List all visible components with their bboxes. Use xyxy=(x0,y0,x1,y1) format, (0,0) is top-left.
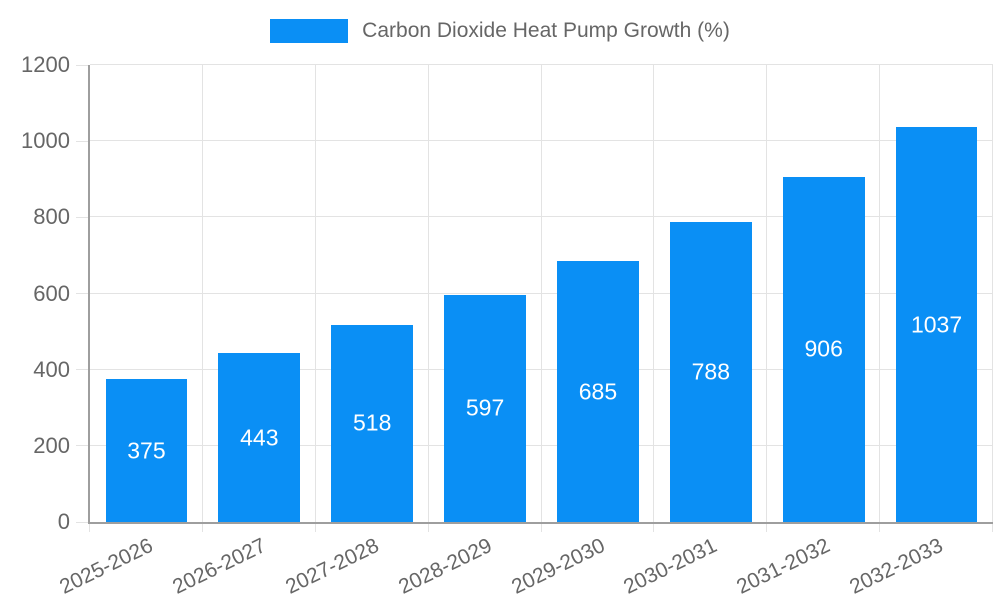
y-axis-tick xyxy=(76,140,88,142)
y-axis-label: 1200 xyxy=(21,52,70,77)
y-axis-tick xyxy=(76,369,88,371)
x-axis-label: 2032-2033 xyxy=(846,534,947,599)
y-axis-label: 800 xyxy=(33,204,70,230)
x-gridline xyxy=(201,65,203,522)
bar: 597 xyxy=(444,294,526,522)
x-axis-tick xyxy=(314,524,316,532)
bar: 685 xyxy=(557,261,639,522)
x-gridline xyxy=(427,65,429,522)
bar-value-label: 685 xyxy=(578,378,618,405)
y-gridline xyxy=(90,216,993,218)
y-axis-label: 400 xyxy=(33,356,70,382)
y-axis-tick xyxy=(76,445,88,447)
y-axis-tick xyxy=(76,293,88,294)
y-axis-label: 200 xyxy=(33,432,70,458)
y-axis-tick xyxy=(76,216,88,218)
x-axis-label: 2027-2028 xyxy=(281,534,383,599)
x-gridline xyxy=(992,65,993,522)
x-gridline xyxy=(879,65,881,522)
bar: 1037 xyxy=(895,127,978,522)
x-gridline xyxy=(540,65,542,522)
bar-value-label: 375 xyxy=(127,437,166,464)
x-axis-tick xyxy=(89,524,90,532)
y-axis-label: 0 xyxy=(57,509,70,534)
x-axis-tick xyxy=(201,524,203,532)
bar: 518 xyxy=(331,324,414,522)
y-axis-tick xyxy=(76,521,88,523)
y-axis-label: 600 xyxy=(33,280,70,306)
y-gridline xyxy=(90,140,993,142)
bar-value-label: 518 xyxy=(352,409,392,436)
plot-area: 0 200 400 600 800 1000 1200 375 2025-2026 443 2026… xyxy=(21,52,993,599)
x-gridline xyxy=(314,65,316,522)
x-axis-tick xyxy=(879,524,881,532)
legend-label: Carbon Dioxide Heat Pump Growth (%) xyxy=(362,19,730,42)
x-axis-label: 2028-2029 xyxy=(394,534,496,599)
x-axis-label: 2026-2027 xyxy=(169,534,270,599)
bar: 443 xyxy=(218,353,301,522)
x-axis-tick xyxy=(427,524,429,532)
legend-item[interactable]: Carbon Dioxide Heat Pump Growth (%) xyxy=(0,16,1000,46)
bar-value-label: 597 xyxy=(465,394,505,421)
x-axis-label: 2030-2031 xyxy=(620,534,721,599)
x-gridline xyxy=(766,65,768,522)
bar-value-label: 443 xyxy=(240,424,279,451)
x-axis-tick xyxy=(653,524,655,532)
y-axis-tick xyxy=(76,64,88,66)
bar: 375 xyxy=(105,379,188,522)
bar-value-label: 1037 xyxy=(910,311,963,338)
x-axis-label: 2025-2026 xyxy=(56,534,157,599)
y-gridline xyxy=(90,444,993,446)
y-gridline xyxy=(90,368,993,370)
x-axis-label: 2031-2032 xyxy=(733,534,834,599)
x-axis-tick xyxy=(992,524,993,532)
y-gridline xyxy=(90,292,993,294)
y-gridline xyxy=(90,64,993,65)
bar: 906 xyxy=(782,176,865,522)
bar-value-label: 906 xyxy=(804,335,843,362)
bar-value-label: 788 xyxy=(691,358,730,385)
bar: 788 xyxy=(669,221,752,522)
x-axis-label: 2029-2030 xyxy=(507,534,609,599)
x-gridline xyxy=(653,65,655,522)
x-axis-tick xyxy=(766,524,768,532)
x-axis-tick xyxy=(540,524,542,532)
y-axis-label: 1000 xyxy=(21,128,70,154)
legend-swatch xyxy=(270,19,349,43)
